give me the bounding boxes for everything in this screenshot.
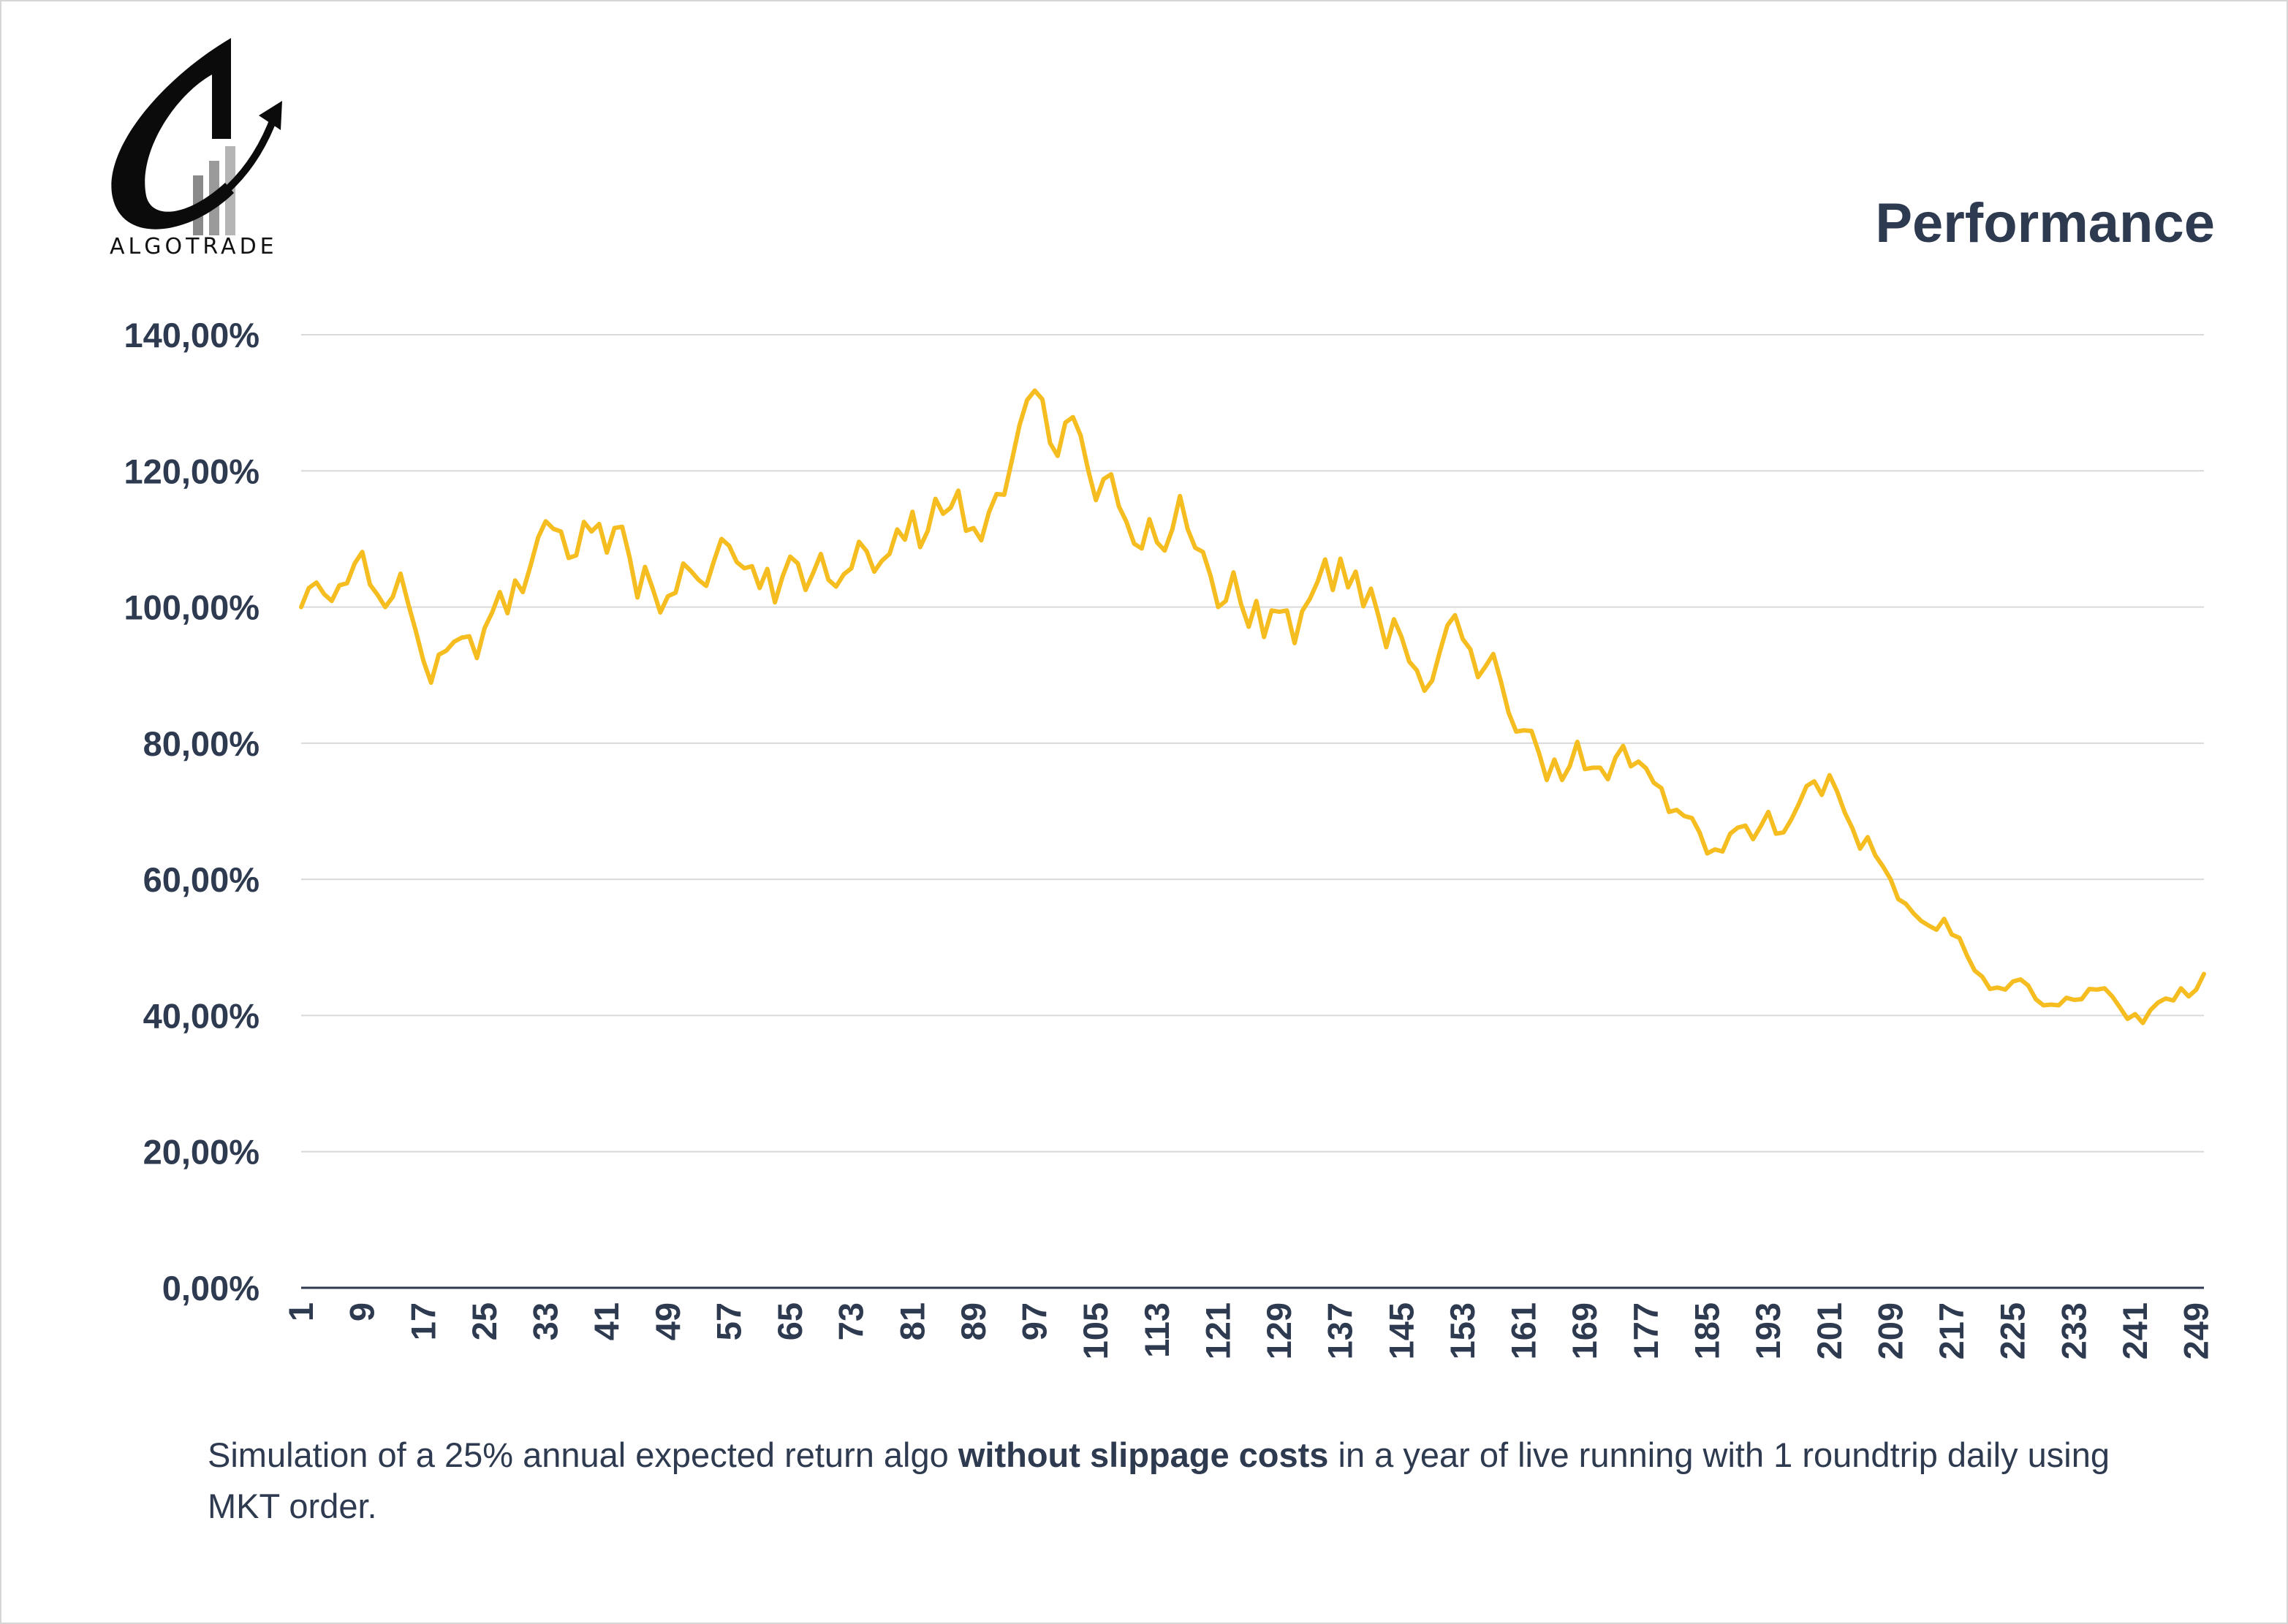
- y-tick-label: 120,00%: [124, 452, 260, 490]
- y-tick-label: 20,00%: [143, 1133, 260, 1172]
- x-tick-label: 121: [1198, 1302, 1237, 1359]
- y-tick-label: 40,00%: [143, 996, 260, 1035]
- x-tick-label: 1: [281, 1302, 320, 1321]
- y-tick-label: 100,00%: [124, 588, 260, 627]
- x-tick-label: 97: [1015, 1302, 1054, 1340]
- x-tick-label: 249: [2177, 1302, 2216, 1359]
- chart-title: Performance: [1875, 192, 2215, 254]
- x-tick-label: 233: [2054, 1302, 2093, 1359]
- x-tick-label: 169: [1565, 1302, 1604, 1359]
- x-tick-label: 217: [1932, 1302, 1971, 1359]
- chart-caption: Simulation of a 25% annual expected retu…: [208, 1430, 2181, 1532]
- x-tick-label: 113: [1137, 1302, 1176, 1358]
- x-tick-label: 185: [1688, 1302, 1727, 1359]
- x-tick-label: 9: [343, 1302, 382, 1321]
- y-tick-label: 140,00%: [124, 316, 260, 354]
- x-tick-label: 89: [954, 1302, 993, 1340]
- x-tick-label: 153: [1443, 1302, 1482, 1359]
- performance-line-chart: 0,00% 20,00% 40,00% 60,00% 80,00% 100,00% 120,…: [124, 316, 2216, 1359]
- x-tick-label: 73: [832, 1302, 871, 1340]
- caption-text-end: in a year of live running with 1 roundtr…: [208, 1435, 2110, 1525]
- x-tick-label: 177: [1626, 1302, 1665, 1359]
- x-tick-label: 129: [1259, 1302, 1298, 1359]
- x-tick-label: 209: [1871, 1302, 1909, 1359]
- x-tick-label: 137: [1321, 1302, 1360, 1359]
- x-tick-label: 57: [709, 1302, 748, 1340]
- x-tick-label: 41: [587, 1302, 626, 1340]
- x-tick-label: 33: [526, 1302, 565, 1340]
- x-tick-label: 81: [893, 1302, 931, 1340]
- x-tick-label: 225: [1993, 1302, 2032, 1359]
- x-tick-label: 193: [1749, 1302, 1787, 1359]
- x-tick-label: 241: [2115, 1302, 2154, 1359]
- x-tick-label: 49: [648, 1302, 687, 1340]
- x-tick-label: 65: [770, 1302, 809, 1340]
- caption-text-start: Simulation of a 25% annual expected retu…: [208, 1435, 958, 1474]
- logo-text: ALGOTRADE: [110, 234, 278, 259]
- x-tick-label: 25: [465, 1302, 504, 1340]
- y-tick-label: 80,00%: [143, 724, 260, 763]
- y-tick-label: 60,00%: [143, 860, 260, 899]
- y-tick-label: 0,00%: [162, 1269, 260, 1308]
- x-tick-label: 105: [1076, 1302, 1115, 1359]
- caption-bold-text: without slippage costs: [958, 1435, 1329, 1474]
- x-tick-label: 161: [1504, 1302, 1543, 1359]
- x-tick-label: 201: [1810, 1302, 1849, 1359]
- x-tick-label: 145: [1382, 1302, 1420, 1359]
- x-tick-label: 17: [404, 1302, 442, 1340]
- algotrade-logo: [102, 29, 292, 270]
- series-line-performance: [299, 388, 2206, 1025]
- logo-mark-icon: [111, 38, 282, 235]
